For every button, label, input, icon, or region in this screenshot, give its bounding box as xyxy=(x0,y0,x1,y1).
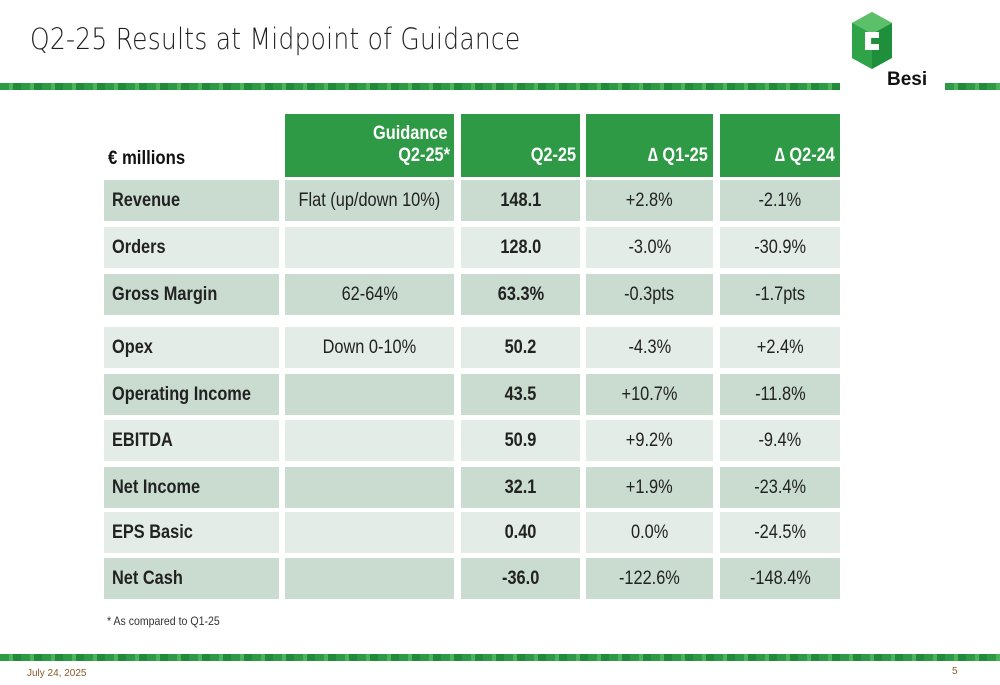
delta-q2-24-cell: -148.4% xyxy=(720,558,840,599)
slide-date: July 24, 2025 xyxy=(27,668,87,679)
delta-q1-25-cell: +2.8% xyxy=(586,180,713,221)
bottom-divider-band xyxy=(0,654,1000,661)
guidance-cell xyxy=(285,512,454,553)
q2-25-cell: 50.9 xyxy=(461,420,580,461)
q2-25-cell: 148.1 xyxy=(461,180,580,221)
q2-25-cell: 32.1 xyxy=(461,467,580,508)
guidance-cell xyxy=(285,227,454,268)
guidance-cell xyxy=(285,558,454,599)
delta-q1-25-cell: -3.0% xyxy=(586,227,713,268)
delta-q1-25-cell: +10.7% xyxy=(586,374,713,415)
row-label: Net Income xyxy=(104,467,279,508)
header-delta-q2-24: ∆ Q2-24 xyxy=(720,114,840,177)
delta-q2-24-cell: -9.4% xyxy=(720,420,840,461)
unit-label: € millions xyxy=(108,148,186,169)
delta-q2-24-cell: +2.4% xyxy=(720,327,840,368)
row-label: Net Cash xyxy=(104,558,279,599)
delta-q2-24-cell: -30.9% xyxy=(720,227,840,268)
top-divider-band-right xyxy=(945,83,1000,90)
delta-q2-24-cell: -24.5% xyxy=(720,512,840,553)
delta-q2-24-cell: -11.8% xyxy=(720,374,840,415)
row-label: Orders xyxy=(104,227,279,268)
guidance-cell: Flat (up/down 10%) xyxy=(285,180,454,221)
delta-q1-25-cell: -0.3pts xyxy=(586,274,713,315)
brand-logo-text: Besi xyxy=(887,69,928,90)
guidance-cell xyxy=(285,374,454,415)
guidance-cell xyxy=(285,420,454,461)
q2-25-cell: -36.0 xyxy=(461,558,580,599)
delta-q1-25-cell: +9.2% xyxy=(586,420,713,461)
delta-q1-25-cell: -4.3% xyxy=(586,327,713,368)
row-label: Revenue xyxy=(104,180,279,221)
page-number: 5 xyxy=(952,666,958,677)
row-label: Opex xyxy=(104,327,279,368)
q2-25-cell: 128.0 xyxy=(461,227,580,268)
footnote: * As compared to Q1-25 xyxy=(107,614,220,628)
row-label: EBITDA xyxy=(104,420,279,461)
row-label: Gross Margin xyxy=(104,274,279,315)
q2-25-cell: 50.2 xyxy=(461,327,580,368)
header-q2-25: Q2-25 xyxy=(461,114,580,177)
slide-title: Q2-25 Results at Midpoint of Guidance xyxy=(30,22,521,56)
guidance-cell: Down 0-10% xyxy=(285,327,454,368)
q2-25-cell: 63.3% xyxy=(461,274,580,315)
delta-q2-24-cell: -2.1% xyxy=(720,180,840,221)
delta-q2-24-cell: -1.7pts xyxy=(720,274,840,315)
row-label: Operating Income xyxy=(104,374,279,415)
header-delta-q1-25: ∆ Q1-25 xyxy=(586,114,713,177)
guidance-cell xyxy=(285,467,454,508)
row-label: EPS Basic xyxy=(104,512,279,553)
delta-q1-25-cell: -122.6% xyxy=(586,558,713,599)
header-guidance: Guidance Q2-25* xyxy=(285,114,454,177)
delta-q2-24-cell: -23.4% xyxy=(720,467,840,508)
q2-25-cell: 43.5 xyxy=(461,374,580,415)
guidance-cell: 62-64% xyxy=(285,274,454,315)
besi-logo-icon xyxy=(852,12,892,69)
delta-q1-25-cell: 0.0% xyxy=(586,512,713,553)
top-divider-band xyxy=(0,83,840,90)
delta-q1-25-cell: +1.9% xyxy=(586,467,713,508)
q2-25-cell: 0.40 xyxy=(461,512,580,553)
